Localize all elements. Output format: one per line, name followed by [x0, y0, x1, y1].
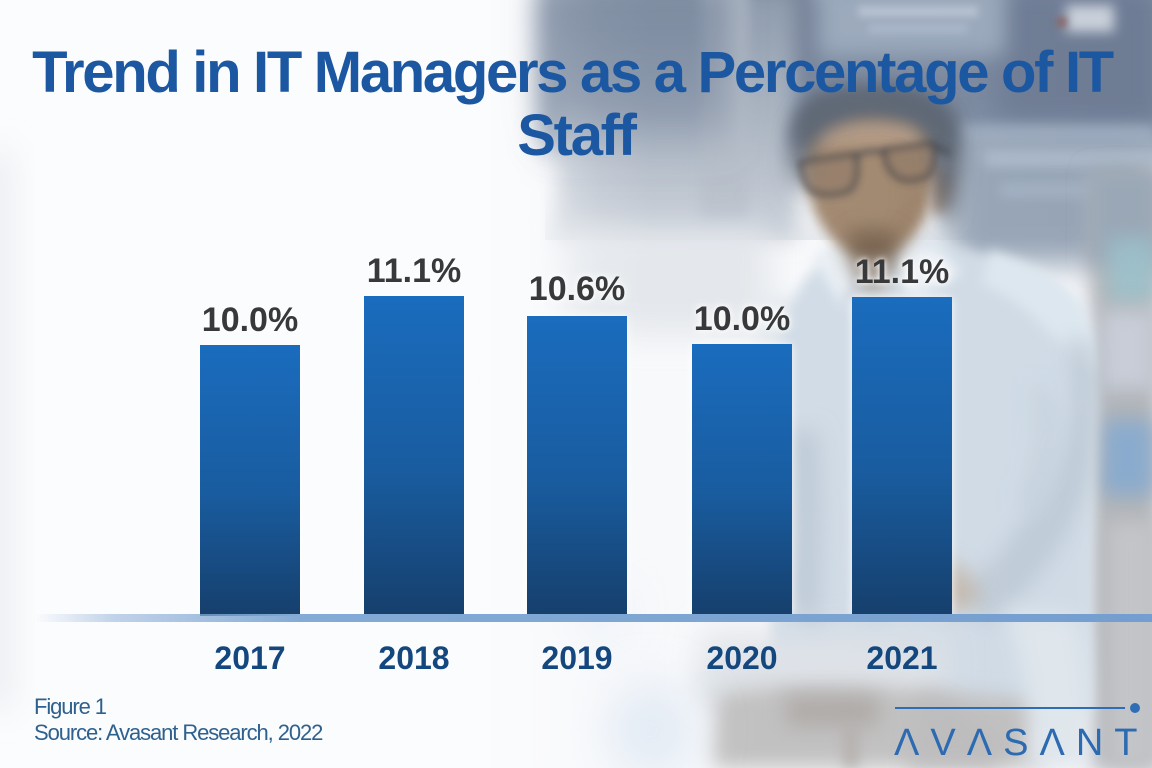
svg-text:ΛVΛSΛNT: ΛVΛSΛNT: [894, 722, 1149, 764]
